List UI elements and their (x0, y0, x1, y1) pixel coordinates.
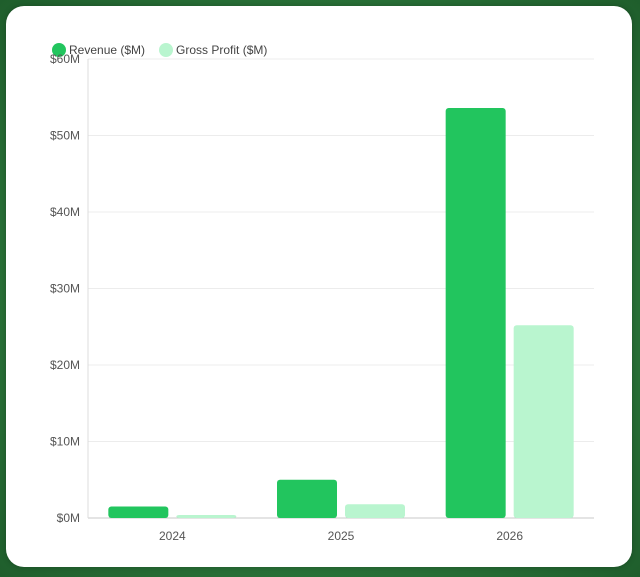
bar-gross-profit-2026[interactable] (513, 325, 574, 518)
y-tick-label: $20M (50, 358, 80, 372)
y-tick-label: $60M (50, 52, 80, 66)
bar-revenue-2025[interactable] (277, 479, 337, 518)
legend: Revenue ($M) Gross Profit ($M) (52, 42, 267, 58)
y-tick-label: $50M (50, 129, 80, 143)
x-tick-label: 2026 (496, 529, 523, 543)
bar-gross-profit-2025[interactable] (345, 504, 405, 518)
y-tick-label: $30M (50, 282, 80, 296)
legend-item-revenue[interactable]: Revenue ($M) (52, 43, 145, 57)
bar-revenue-2026[interactable] (445, 107, 506, 519)
legend-item-gross-profit[interactable]: Gross Profit ($M) (159, 43, 267, 57)
bar-revenue-2024[interactable] (108, 506, 169, 518)
bar-gross-profit-2024[interactable] (176, 514, 237, 518)
legend-label-gross-profit: Gross Profit ($M) (176, 43, 268, 57)
y-tick-label: $0M (57, 511, 80, 525)
legend-swatch-revenue (52, 43, 66, 57)
legend-swatch-gross-profit (159, 43, 174, 57)
legend-label-revenue: Revenue ($M) (69, 43, 146, 57)
x-tick-label: 2025 (328, 529, 355, 543)
y-tick-label: $40M (50, 205, 80, 219)
bar-chart: $0M $10M $20M $30M $40M $50M $60M 2024 2025 2026 (50, 52, 594, 543)
y-tick-label: $10M (50, 435, 80, 449)
x-tick-label: 2024 (159, 529, 186, 543)
chart-card: Revenue ($M) Gross Profit ($M) $0M $10M $2… (6, 6, 632, 567)
